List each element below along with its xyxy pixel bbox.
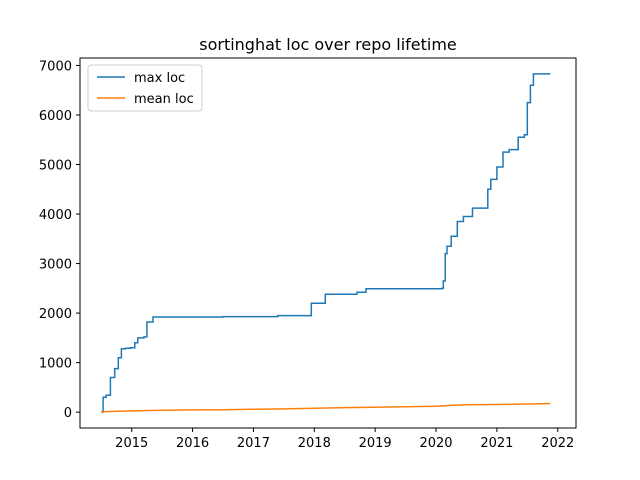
series-layer — [101, 73, 551, 413]
y-tick-label: 0 — [64, 406, 72, 421]
chart-title: sortinghat loc over repo lifetime — [199, 35, 457, 54]
legend-label: mean loc — [134, 92, 194, 107]
y-tick-label: 3000 — [39, 258, 72, 273]
y-tick-label: 1000 — [39, 357, 72, 372]
legend: max loc mean loc — [87, 64, 203, 112]
y-tick-label: 4000 — [39, 208, 72, 223]
y-tick-label: 7000 — [39, 59, 72, 74]
x-axis: 2015 2016 2017 2018 2019 2020 2021 2022 — [115, 428, 574, 451]
y-tick-label: 5000 — [39, 158, 72, 173]
x-tick-label: 2020 — [419, 436, 452, 451]
y-axis: 0 1000 2000 3000 4000 5000 6000 7000 — [39, 59, 80, 421]
x-tick-label: 2021 — [480, 436, 513, 451]
series-line-0 — [101, 73, 551, 413]
x-tick-label: 2018 — [298, 436, 331, 451]
y-tick-label: 6000 — [39, 109, 72, 124]
legend-label: max loc — [134, 71, 185, 86]
x-tick-label: 2017 — [237, 436, 270, 451]
y-tick-label: 2000 — [39, 307, 72, 322]
plot-area-frame — [79, 57, 577, 429]
x-tick-label: 2016 — [176, 436, 209, 451]
x-tick-label: 2022 — [541, 436, 574, 451]
x-tick-label: 2019 — [359, 436, 392, 451]
series-line-1 — [101, 402, 551, 413]
x-tick-label: 2015 — [115, 436, 148, 451]
